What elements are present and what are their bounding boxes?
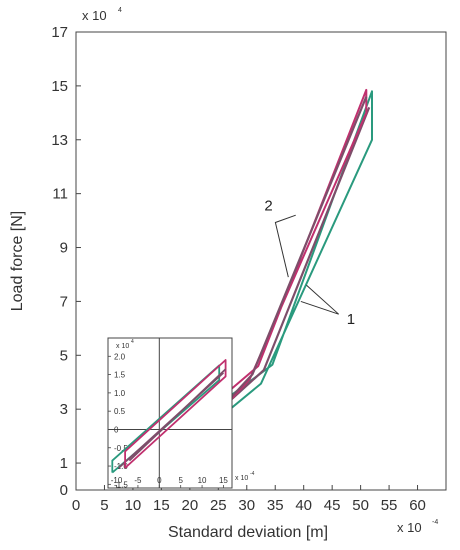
inset-y-tick-label: 1.5 (114, 371, 126, 380)
x-tick-label: 45 (324, 497, 341, 514)
callout-label-2: 2 (264, 198, 272, 215)
inset-frame (107, 337, 233, 489)
callouts: 21 (264, 198, 355, 329)
inset-x-multiplier: x 10 (235, 475, 248, 482)
inset-content: -10 -5 0 5 10 15-1.5-1.0-0.500.51.01.52.0 (108, 338, 232, 489)
x-tick-label: 30 (238, 497, 255, 514)
y-tick-label: 11 (52, 186, 68, 203)
x-multiplier: x 10 (397, 520, 422, 535)
inset-x-tick-label: 10 (198, 476, 207, 485)
y-tick-label: 13 (51, 132, 68, 149)
inset-x-multiplier-exponent: -4 (250, 471, 255, 477)
x-multiplier-exponent: -4 (432, 519, 438, 526)
inset-y-tick-label: -1.5 (114, 480, 128, 489)
x-tick-label: 40 (295, 497, 312, 514)
x-tick-label: 25 (210, 497, 227, 514)
y-tick-label: 1 (60, 455, 68, 472)
inset-series-2-line (128, 368, 227, 462)
x-tick-label: 0 (72, 497, 80, 514)
inset-y-tick-label: 0.5 (114, 407, 126, 416)
y-multiplier-exponent: 4 (118, 7, 122, 14)
x-tick-label: 50 (352, 497, 369, 514)
callout-1-leader (300, 284, 340, 315)
inset-x-tick-label: -10 (111, 476, 123, 485)
inset-y-tick-label: 2.0 (114, 352, 126, 361)
inset-y-tick-label: 0 (114, 425, 119, 434)
x-tick-label: 10 (125, 497, 142, 514)
x-tick-label: 35 (267, 497, 284, 514)
inset-x-tick-label: 0 (157, 476, 162, 485)
x-tick-label: 15 (153, 497, 170, 514)
plot-frame (75, 31, 447, 491)
inset-x-tick-label: 5 (178, 476, 183, 485)
y-tick-label: 15 (51, 78, 68, 95)
y-tick-label: 0 (60, 482, 68, 499)
callout-2-leader (274, 214, 296, 278)
callout-label-1: 1 (347, 311, 355, 328)
inset-series-2-line (124, 359, 227, 469)
inset-y-multiplier: x 10 (116, 343, 129, 350)
x-tick-label: 20 (182, 497, 199, 514)
y-tick-label: 5 (60, 347, 68, 364)
inset-y-multiplier-exponent: 4 (131, 339, 134, 345)
inset-y-tick-label: -0.5 (114, 444, 128, 453)
x-tick-label: 5 (100, 497, 108, 514)
inset-y-tick-label: 1.0 (114, 389, 126, 398)
inset-x-tick-label: -5 (134, 476, 142, 485)
y-tick-label: 7 (60, 293, 68, 310)
x-tick-label: 55 (381, 497, 398, 514)
x-tick-label: 60 (409, 497, 426, 514)
x-axis-title: Standard deviation [m] (168, 524, 328, 541)
y-tick-label: 9 (60, 240, 68, 257)
y-tick-label: 3 (60, 401, 68, 418)
inset-x-tick-label: 15 (219, 476, 228, 485)
y-tick-label: 17 (51, 24, 68, 41)
y-multiplier: x 10 (82, 8, 107, 23)
y-axis-title: Load force [N] (9, 211, 26, 312)
